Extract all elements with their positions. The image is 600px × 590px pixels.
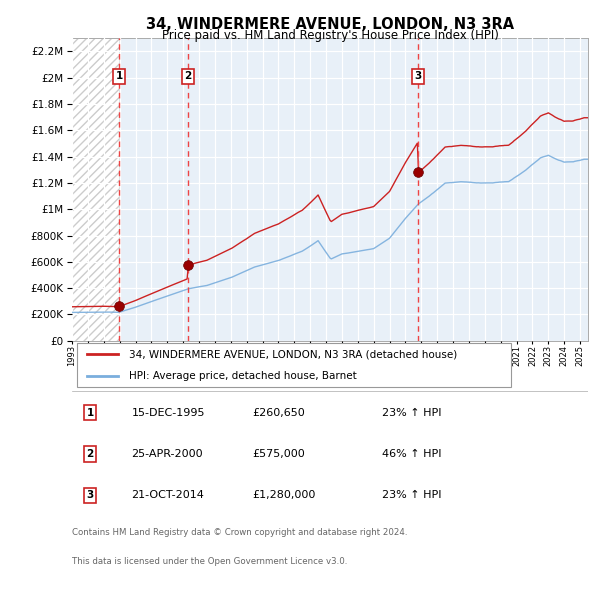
Text: 34, WINDERMERE AVENUE, LONDON, N3 3RA (detached house): 34, WINDERMERE AVENUE, LONDON, N3 3RA (d… (129, 349, 457, 359)
Text: This data is licensed under the Open Government Licence v3.0.: This data is licensed under the Open Gov… (72, 558, 347, 566)
Text: 21-OCT-2014: 21-OCT-2014 (131, 490, 204, 500)
Text: 46% ↑ HPI: 46% ↑ HPI (382, 449, 441, 459)
Text: 1: 1 (86, 408, 94, 418)
Text: Price paid vs. HM Land Registry's House Price Index (HPI): Price paid vs. HM Land Registry's House … (161, 30, 499, 42)
Text: 23% ↑ HPI: 23% ↑ HPI (382, 408, 441, 418)
Text: £575,000: £575,000 (253, 449, 305, 459)
Text: HPI: Average price, detached house, Barnet: HPI: Average price, detached house, Barn… (129, 371, 356, 381)
Text: 23% ↑ HPI: 23% ↑ HPI (382, 490, 441, 500)
Text: Contains HM Land Registry data © Crown copyright and database right 2024.: Contains HM Land Registry data © Crown c… (72, 527, 407, 537)
Text: 3: 3 (415, 71, 422, 81)
Text: 34, WINDERMERE AVENUE, LONDON, N3 3RA: 34, WINDERMERE AVENUE, LONDON, N3 3RA (146, 17, 514, 32)
Text: 25-APR-2000: 25-APR-2000 (131, 449, 203, 459)
Text: 2: 2 (185, 71, 192, 81)
FancyBboxPatch shape (77, 343, 511, 387)
Text: 2: 2 (86, 449, 94, 459)
Text: 15-DEC-1995: 15-DEC-1995 (131, 408, 205, 418)
Text: 3: 3 (86, 490, 94, 500)
Text: £1,280,000: £1,280,000 (253, 490, 316, 500)
Text: £260,650: £260,650 (253, 408, 305, 418)
Text: 1: 1 (115, 71, 122, 81)
